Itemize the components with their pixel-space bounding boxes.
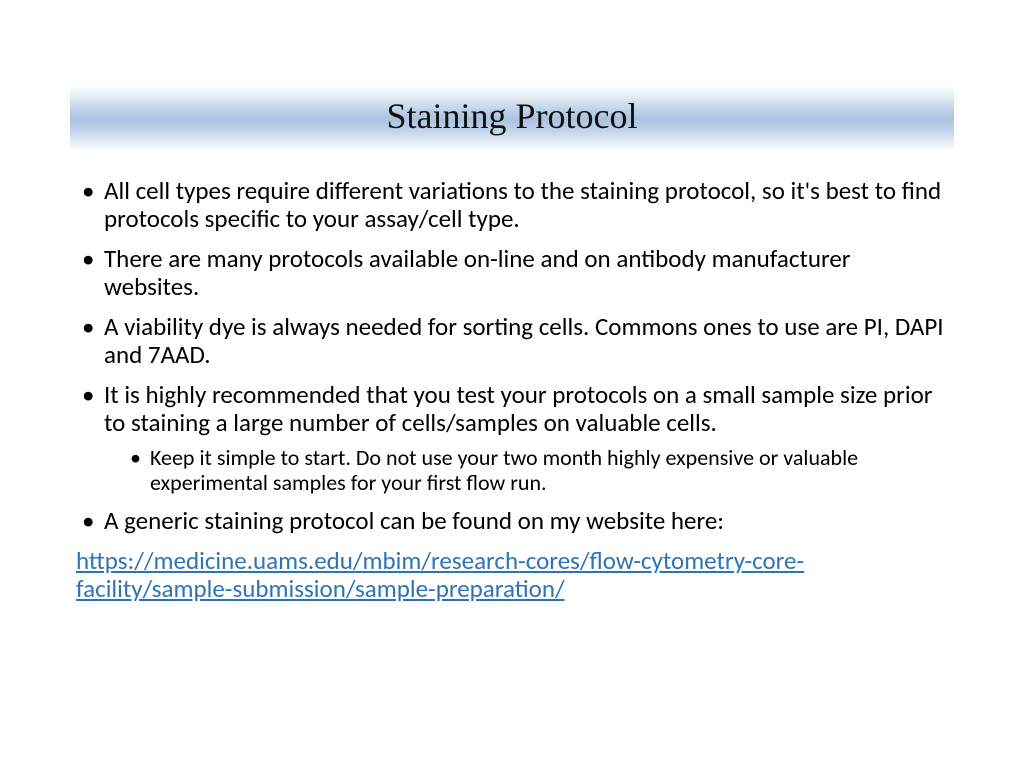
bullet-text: A generic staining protocol can be found… [104,505,724,536]
slide: Staining Protocol All cell types require… [0,0,1024,768]
bullet-item: A viability dye is always needed for sor… [76,313,948,369]
slide-title: Staining Protocol [387,96,638,136]
sub-bullet-list: Keep it simple to start. Do not use your… [104,445,948,495]
bullet-list: All cell types require different variati… [76,177,948,535]
bullet-text: There are many protocols available on-li… [104,243,851,302]
bullet-item: A generic staining protocol can be found… [76,507,948,535]
bullet-text: All cell types require different variati… [104,175,941,234]
bullet-text: It is highly recommended that you test y… [104,379,932,438]
bullet-item: It is highly recommended that you test y… [76,381,948,495]
sub-bullet-item: Keep it simple to start. Do not use your… [104,445,948,495]
sub-bullet-text: Keep it simple to start. Do not use your… [150,444,858,496]
slide-content: All cell types require different variati… [70,177,954,603]
bullet-item: All cell types require different variati… [76,177,948,233]
bullet-item: There are many protocols available on-li… [76,245,948,301]
protocol-link[interactable]: https://medicine.uams.edu/mbim/research-… [76,547,948,603]
title-bar: Staining Protocol [70,85,954,151]
bullet-text: A viability dye is always needed for sor… [104,311,944,370]
